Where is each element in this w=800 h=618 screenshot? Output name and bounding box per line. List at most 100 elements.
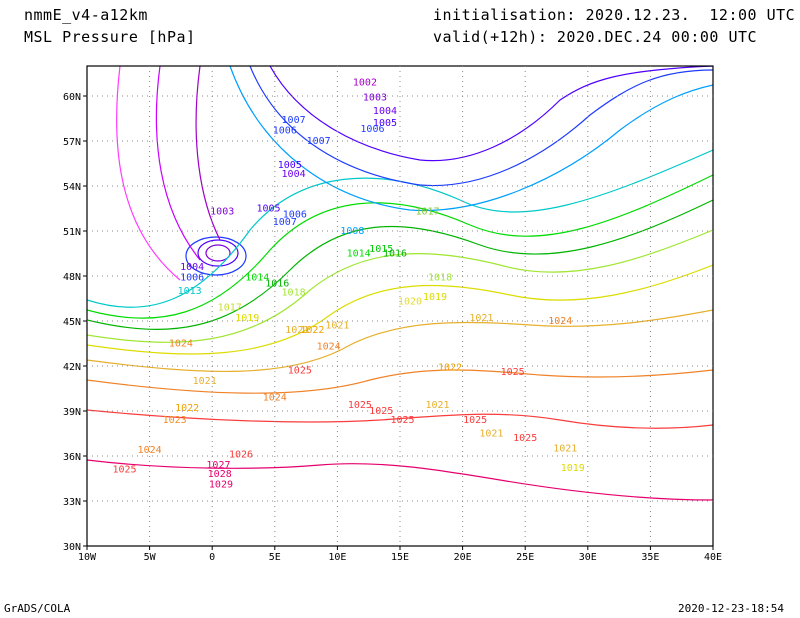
isobar-label: 1004 <box>373 106 397 117</box>
isobar-label: 1005 <box>373 118 397 129</box>
isobar-label: 1021 <box>479 429 503 440</box>
isobar-label: 1004 <box>180 262 204 273</box>
isobar-label: 1021 <box>285 325 309 336</box>
isobar-label: 1016 <box>265 279 289 290</box>
lat-tick-label: 45N <box>63 317 81 328</box>
isobar-label: 1006 <box>360 124 384 135</box>
lon-tick-label: 25E <box>516 552 534 563</box>
isobar-label: 1016 <box>383 249 407 260</box>
isobar-label: 1024 <box>138 445 162 456</box>
isobar-label: 1025 <box>513 433 537 444</box>
isobar-label: 1025 <box>288 366 312 377</box>
isobar-label: 1026 <box>229 450 253 461</box>
graticule <box>87 66 713 546</box>
isobar-label: 1003 <box>363 93 387 104</box>
isobar-label: 1017 <box>218 303 242 314</box>
isobar-label: 1027 <box>206 460 230 471</box>
axis-ticks: 10W 5W 0 5E 10E 15E 20E 25E 30E 35E 40E 30N 33N 36N 39… <box>63 92 722 563</box>
isobar <box>87 409 713 429</box>
isobar-label: 1014 <box>245 273 269 284</box>
isobar-label: 1025 <box>369 406 393 417</box>
isobar <box>185 236 247 276</box>
isobar-label: 1025 <box>501 367 525 378</box>
isobar-label: 1024 <box>263 393 287 404</box>
isobar-label: 1021 <box>325 321 349 332</box>
isobar <box>87 369 713 394</box>
lon-tick-label: 35E <box>641 552 659 563</box>
isobar <box>87 174 713 319</box>
lat-tick-label: 42N <box>63 362 81 373</box>
isobar-label: 1024 <box>548 316 572 327</box>
isobar <box>87 229 713 343</box>
isobar <box>87 199 713 330</box>
isobar <box>87 309 713 373</box>
lon-tick-label: 0 <box>209 552 215 563</box>
lon-tick-label: 15E <box>391 552 409 563</box>
isobar-label: 1007 <box>307 136 331 147</box>
lat-tick-label: 36N <box>63 452 81 463</box>
isobar-label: 1028 <box>208 469 232 480</box>
footer-credit: GrADS/COLA <box>4 602 71 615</box>
isobar-label: 1007 <box>282 115 306 126</box>
lon-tick-label: 40E <box>704 552 722 563</box>
lat-tick-label: 60N <box>63 92 81 103</box>
isobar-label: 1024 <box>169 339 193 350</box>
isobar-label: 1007 <box>273 217 297 228</box>
lon-tick-label: 5E <box>269 552 281 563</box>
isobar-label: 1021 <box>553 444 577 455</box>
isobar-label: 1025 <box>113 465 137 476</box>
isobar-label: 1021 <box>193 376 217 387</box>
isobar-label: 1020 <box>398 297 422 308</box>
isobar-label: 1024 <box>317 342 341 353</box>
isobar <box>116 66 181 281</box>
isobar-label: 1006 <box>273 126 297 137</box>
isobar-label: 1017 <box>415 207 439 218</box>
lat-tick-label: 57N <box>63 137 81 148</box>
isobar-label: 1025 <box>463 415 487 426</box>
lon-tick-label: 5W <box>144 552 157 563</box>
lat-tick-label: 51N <box>63 227 81 238</box>
isobar-label: 1014 <box>347 249 371 260</box>
isobar <box>87 459 713 501</box>
lat-tick-label: 39N <box>63 407 81 418</box>
isobar <box>87 264 713 355</box>
isobar-label: 1018 <box>282 288 306 299</box>
isobar-label: 1023 <box>163 415 187 426</box>
lat-tick-label: 30N <box>63 542 81 553</box>
isobar-label: 1006 <box>283 210 307 221</box>
isobar-label: 1004 <box>282 169 306 180</box>
isobar-label: 1021 <box>426 400 450 411</box>
lon-tick-label: 20E <box>454 552 472 563</box>
isobar-labels: 1002100310041005100610071006100710051004… <box>113 78 585 491</box>
lon-tick-label: 10E <box>328 552 346 563</box>
initialisation-time: initialisation: 2020.12.23. 12:00 UTC <box>433 6 796 24</box>
lat-tick-label: 54N <box>63 182 81 193</box>
isobar-label: 1005 <box>278 160 302 171</box>
lat-tick-label: 48N <box>63 272 81 283</box>
isobar-label: 1029 <box>209 480 233 491</box>
isobar <box>249 66 713 187</box>
isobar <box>229 66 713 212</box>
isobar-label: 1006 <box>180 273 204 284</box>
isobar-label: 1025 <box>390 415 414 426</box>
isobar-label: 1002 <box>353 78 377 89</box>
lat-tick-label: 33N <box>63 497 81 508</box>
lon-tick-label: 30E <box>579 552 597 563</box>
isobar-label: 1015 <box>369 244 393 255</box>
field-title: MSL Pressure [hPa] <box>24 28 196 46</box>
isobar-label: 1022 <box>438 363 462 374</box>
isobar-field <box>87 66 713 501</box>
isobar-label: 1019 <box>235 313 259 324</box>
isobar <box>197 239 239 267</box>
footer-timestamp: 2020-12-23-18:54 <box>678 602 784 615</box>
isobar <box>205 244 231 262</box>
isobar-label: 1018 <box>428 273 452 284</box>
isobar-label: 1022 <box>175 403 199 414</box>
isobar-label: 1003 <box>210 207 234 218</box>
isobar <box>269 66 713 162</box>
isobar-label: 1005 <box>256 204 280 215</box>
isobar-label: 1025 <box>348 400 372 411</box>
isobar-label: 1021 <box>469 313 493 324</box>
lon-tick-label: 10W <box>78 552 97 563</box>
